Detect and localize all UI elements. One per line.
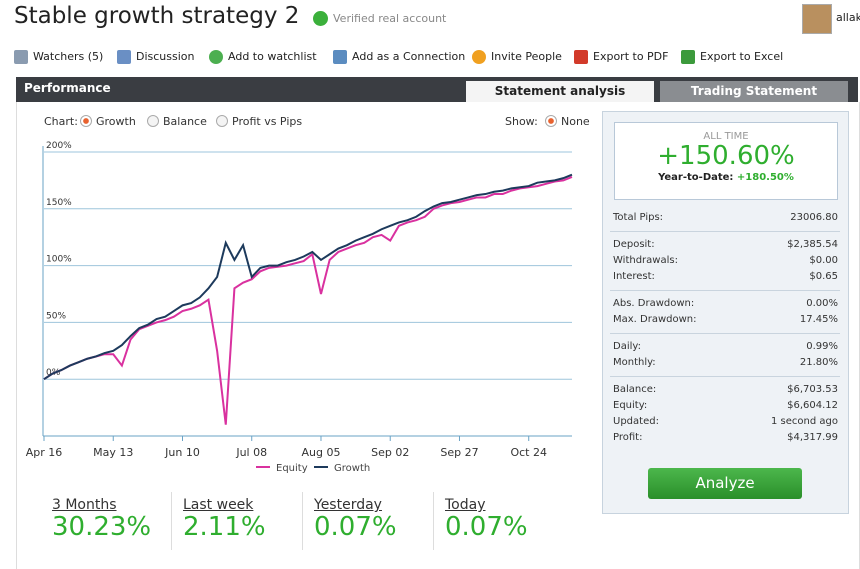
x-tick-label: Jul 08 xyxy=(235,446,267,459)
tab[interactable]: Statement analysis xyxy=(466,81,654,102)
chart-label: Chart: xyxy=(44,115,78,128)
legend-label: Growth xyxy=(334,463,370,474)
period-label[interactable]: Yesterday xyxy=(314,497,382,513)
x-tick-label: Apr 16 xyxy=(26,446,63,459)
analyze-button[interactable]: Analyze xyxy=(648,468,802,499)
toolbar-icon[interactable] xyxy=(574,50,588,64)
stat-value: 0.00% xyxy=(806,298,838,309)
avatar[interactable] xyxy=(802,4,832,34)
y-tick-label: 200% xyxy=(46,141,72,151)
x-tick-label: Oct 24 xyxy=(510,446,547,459)
toolbar-icon[interactable] xyxy=(681,50,695,64)
period-label[interactable]: Last week xyxy=(183,497,254,513)
period-label[interactable]: 3 Months xyxy=(52,497,117,513)
stat-value: 0.99% xyxy=(806,341,838,352)
period-label[interactable]: Today xyxy=(445,497,486,513)
chart: 0%50%100%150%200%Apr 16 May 13 Jun 10 Jul 0… xyxy=(26,141,573,474)
chart-option[interactable]: Profit vs Pips xyxy=(232,115,303,128)
stat-value: $0.65 xyxy=(809,271,838,282)
toolbar-item[interactable]: Add to watchlist xyxy=(228,50,317,63)
toolbar-icon[interactable] xyxy=(209,50,223,64)
verified-text: Verified real account xyxy=(333,12,447,25)
stat-value: 21.80% xyxy=(799,357,838,368)
line xyxy=(43,176,573,425)
summary-box: ALL TIME +150.60% Year-to-Date: +180.50% xyxy=(614,122,838,200)
stat-label: Max. Drawdown: xyxy=(613,314,697,325)
stat-value: $6,703.53 xyxy=(787,384,838,395)
stat-value: 23006.80 xyxy=(790,212,838,223)
period-value: 2.11% xyxy=(183,512,266,542)
stat-label: Deposit: xyxy=(613,239,655,250)
stat-value: 1 second ago xyxy=(771,416,838,427)
x-tick-label: May 13 xyxy=(93,446,133,459)
toolbar-item[interactable]: Watchers (5) xyxy=(33,50,104,63)
stat-label: Withdrawals: xyxy=(613,255,678,266)
radio[interactable] xyxy=(80,115,92,127)
verified-icon xyxy=(313,11,328,26)
period-value: 30.23% xyxy=(52,512,152,542)
ytd-value: +180.50% xyxy=(736,172,794,183)
toolbar-icon[interactable] xyxy=(472,50,486,64)
separator xyxy=(610,290,840,291)
show-label: Show: xyxy=(505,115,538,128)
toolbar-icon[interactable] xyxy=(333,50,347,64)
stat-value: $4,317.99 xyxy=(787,432,838,443)
y-tick-label: 50% xyxy=(46,311,66,321)
stat-value: $0.00 xyxy=(809,255,838,266)
toolbar-item[interactable]: Add as a Connection xyxy=(352,50,466,63)
x-tick-label: Sep 02 xyxy=(371,446,409,459)
chart-option[interactable]: Balance xyxy=(163,115,207,128)
radio[interactable] xyxy=(216,115,228,127)
radio[interactable] xyxy=(545,115,557,127)
tab[interactable]: Trading Statement xyxy=(660,81,848,102)
stat-value: $6,604.12 xyxy=(787,400,838,411)
panel-title: Performance xyxy=(24,81,111,95)
divider xyxy=(433,492,434,550)
legend-label: Equity xyxy=(276,463,308,474)
toolbar-item[interactable]: Export to Excel xyxy=(700,50,784,63)
separator xyxy=(610,333,840,334)
stat-label: Balance: xyxy=(613,384,657,395)
separator xyxy=(610,231,840,232)
stat-label: Interest: xyxy=(613,271,655,282)
divider xyxy=(171,492,172,550)
chart-option[interactable]: Growth xyxy=(96,115,136,128)
divider xyxy=(302,492,303,550)
separator xyxy=(610,376,840,377)
stat-label: Daily: xyxy=(613,341,641,352)
show-option[interactable]: None xyxy=(561,115,590,128)
user[interactable]: allak xyxy=(836,11,860,24)
y-tick-label: 100% xyxy=(46,255,72,265)
line xyxy=(43,173,573,381)
period-value: 0.07% xyxy=(314,512,397,542)
stat-label: Total Pips: xyxy=(613,212,664,223)
toolbar-icon[interactable] xyxy=(117,50,131,64)
x-tick-label: Sep 27 xyxy=(440,446,478,459)
stat-value: $2,385.54 xyxy=(787,239,838,250)
title: Stable growth strategy 2 xyxy=(14,3,300,29)
summary-value: +150.60% xyxy=(657,141,795,171)
radio[interactable] xyxy=(147,115,159,127)
stat-label: Monthly: xyxy=(613,357,656,368)
stat-label: Abs. Drawdown: xyxy=(613,298,695,309)
y-tick-label: 150% xyxy=(46,198,72,208)
ytd-label: Year-to-Date: xyxy=(658,172,734,183)
stat-label: Equity: xyxy=(613,400,648,411)
toolbar-item[interactable]: Discussion xyxy=(136,50,195,63)
toolbar-item[interactable]: Export to PDF xyxy=(593,50,669,63)
x-tick-label: Aug 05 xyxy=(301,446,340,459)
toolbar-icon[interactable] xyxy=(14,50,28,64)
period: ALL TIME xyxy=(703,131,749,142)
stat-value: 17.45% xyxy=(799,314,838,325)
stat-label: Profit: xyxy=(613,432,643,443)
stat-label: Updated: xyxy=(613,416,659,427)
period-value: 0.07% xyxy=(445,512,528,542)
toolbar-item[interactable]: Invite People xyxy=(491,50,562,63)
x-tick-label: Jun 10 xyxy=(164,446,200,459)
